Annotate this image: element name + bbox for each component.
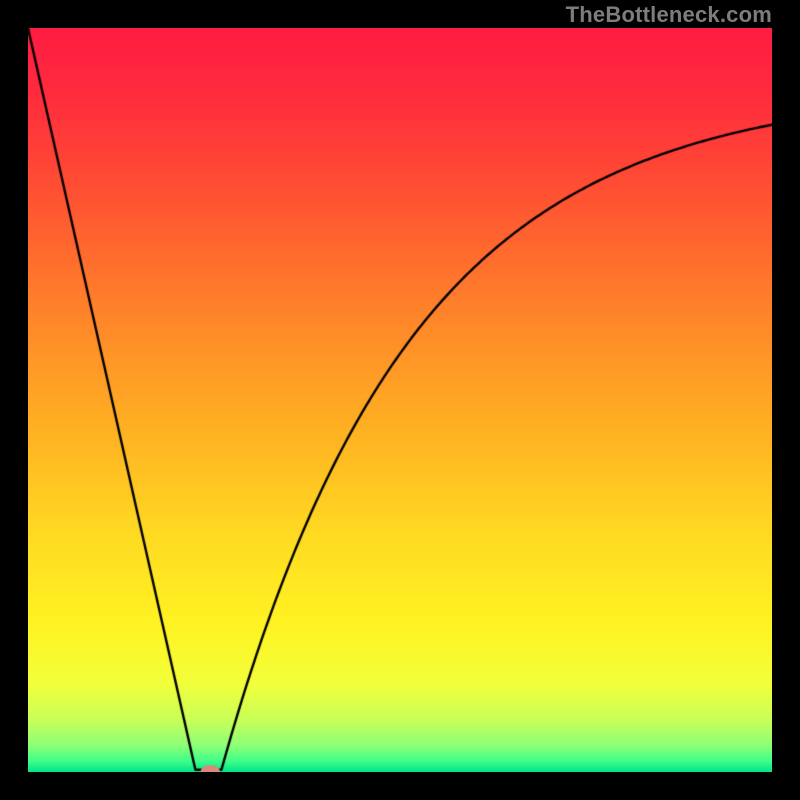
- bottleneck-curve: [28, 28, 772, 772]
- watermark-text: TheBottleneck.com: [566, 2, 772, 28]
- chart-container: TheBottleneck.com: [0, 0, 800, 800]
- plot-area: [28, 28, 772, 772]
